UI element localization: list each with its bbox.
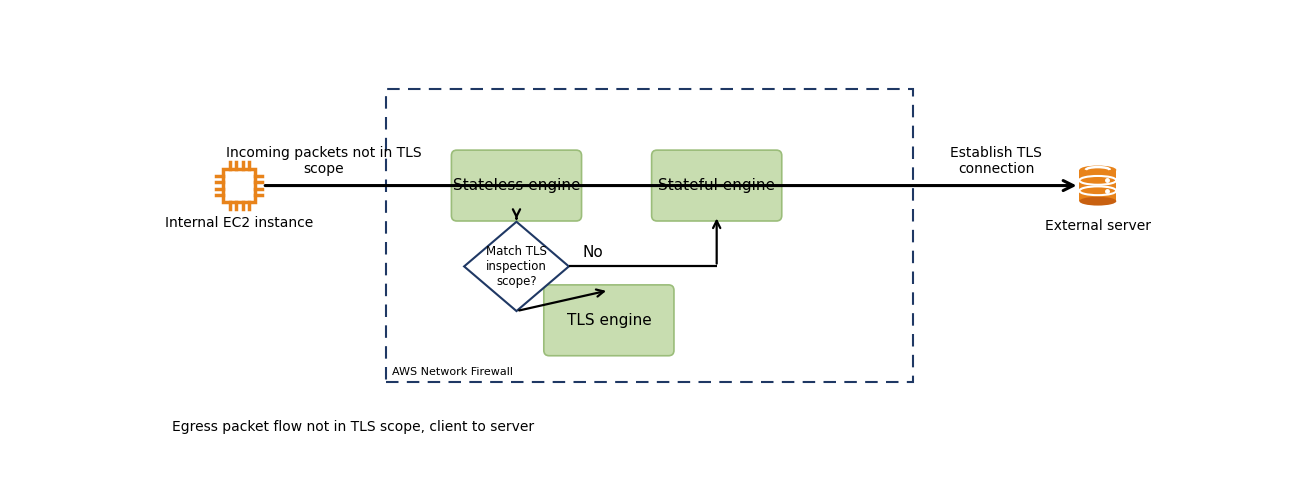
Text: Match TLS
inspection
scope?: Match TLS inspection scope?: [486, 245, 547, 288]
FancyBboxPatch shape: [543, 285, 674, 356]
FancyBboxPatch shape: [451, 150, 581, 221]
Text: Incoming packets not in TLS
scope: Incoming packets not in TLS scope: [227, 146, 422, 176]
Ellipse shape: [1079, 186, 1117, 195]
Bar: [1079, 170, 1117, 201]
Text: AWS Network Firewall: AWS Network Firewall: [392, 368, 513, 377]
FancyBboxPatch shape: [652, 150, 782, 221]
Text: No: No: [582, 245, 603, 260]
Ellipse shape: [1079, 165, 1117, 174]
Ellipse shape: [1079, 197, 1117, 206]
Text: Internal EC2 instance: Internal EC2 instance: [165, 215, 314, 230]
Text: Stateful engine: Stateful engine: [658, 178, 775, 193]
Text: TLS engine: TLS engine: [567, 313, 652, 328]
Text: External server: External server: [1045, 219, 1151, 234]
FancyBboxPatch shape: [223, 169, 255, 202]
Bar: [386, 89, 913, 382]
Ellipse shape: [1079, 176, 1117, 185]
Polygon shape: [464, 222, 569, 311]
Text: Establish TLS
connection: Establish TLS connection: [950, 146, 1042, 176]
Text: Egress packet flow not in TLS scope, client to server: Egress packet flow not in TLS scope, cli…: [172, 419, 534, 434]
Text: Stateless engine: Stateless engine: [452, 178, 580, 193]
